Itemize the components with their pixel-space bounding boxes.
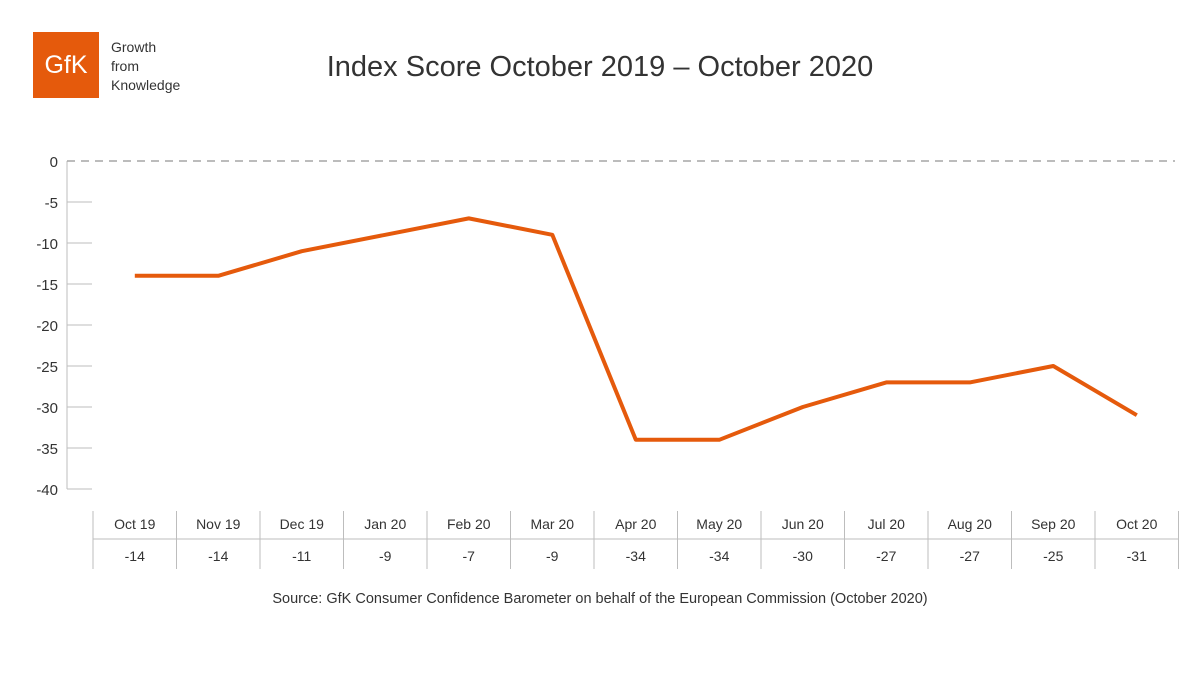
y-tick-label: -25	[36, 359, 58, 376]
x-category-label: Jan 20	[364, 516, 406, 532]
logo-text: GfK	[44, 50, 88, 79]
table-value-label: -9	[379, 548, 392, 564]
table-value-label: -30	[793, 548, 813, 564]
table-value-label: -27	[960, 548, 980, 564]
logo-tagline: Growth from Knowledge	[111, 38, 180, 95]
x-category-label: Jul 20	[868, 516, 906, 532]
chart-title: Index Score October 2019 – October 2020	[326, 51, 874, 83]
tagline-line-3: Knowledge	[111, 77, 181, 93]
x-category-label: Jun 20	[782, 516, 824, 532]
x-category-label: Oct 19	[114, 516, 155, 532]
x-category-label: Mar 20	[530, 516, 574, 532]
x-category-label: May 20	[696, 516, 742, 532]
y-tick-label: -30	[36, 400, 58, 417]
table-value-label: -9	[546, 548, 559, 564]
table-value-label: -25	[1043, 548, 1063, 564]
x-category-label: Dec 19	[280, 516, 325, 532]
table-value-label: -7	[463, 548, 476, 564]
table-value-label: -27	[876, 548, 896, 564]
table-value-label: -14	[125, 548, 145, 564]
tagline-line-2: from	[111, 58, 139, 74]
series-line	[134, 216, 1138, 442]
x-category-label: Oct 20	[1116, 516, 1157, 532]
y-tick-label: -40	[36, 482, 58, 499]
table-value-label: -34	[626, 548, 646, 564]
x-category-label: Apr 20	[615, 516, 656, 532]
y-tick-label: -20	[36, 318, 58, 335]
y-tick-label: 0	[50, 154, 58, 171]
y-tick-label: -10	[36, 236, 58, 253]
table-value-label: -31	[1127, 548, 1147, 564]
y-tick-label: -5	[45, 195, 58, 212]
table-value-label: -34	[709, 548, 729, 564]
gfk-logo: GfK	[33, 32, 99, 98]
tagline-line-1: Growth	[111, 39, 157, 55]
x-category-label: Aug 20	[948, 516, 993, 532]
table-value-label: -14	[208, 548, 228, 564]
y-tick-label: -15	[36, 277, 58, 294]
source-note: Source: GfK Consumer Confidence Baromete…	[272, 591, 928, 607]
x-category-label: Nov 19	[196, 516, 241, 532]
table-value-label: -11	[292, 548, 311, 564]
x-category-label: Sep 20	[1031, 516, 1076, 532]
y-tick-label: -35	[36, 441, 58, 458]
x-category-label: Feb 20	[447, 516, 491, 532]
